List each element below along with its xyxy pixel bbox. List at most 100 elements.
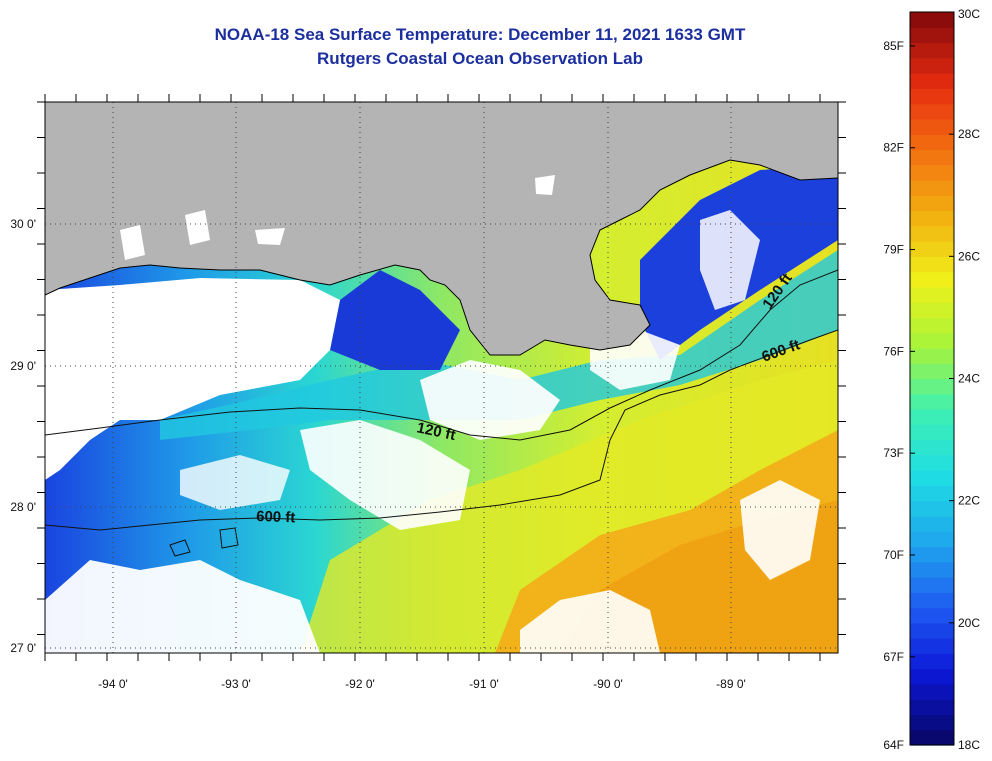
colorbar-swatch (910, 332, 954, 349)
colorbar-swatch (910, 607, 954, 624)
colorbar-swatch (910, 561, 954, 578)
lon-tick-label: -89 0' (716, 677, 746, 691)
colorbar-swatch (910, 363, 954, 380)
colorbar-swatch (910, 638, 954, 654)
colorbar-c-label: 30C (958, 7, 980, 21)
lat-tick-label: 30 0' (10, 217, 36, 231)
colorbar-swatch (910, 118, 954, 135)
colorbar-swatch (910, 42, 954, 59)
colorbar-swatch (910, 699, 954, 716)
colorbar-swatch (910, 317, 954, 334)
colorbar-swatch (910, 149, 954, 166)
lat-tick-label: 27 0' (10, 641, 36, 655)
lon-tick-label: -93 0' (221, 677, 251, 691)
lon-tick-label: -91 0' (469, 677, 499, 691)
cloud-central (300, 420, 470, 530)
colorbar-swatch (910, 668, 954, 685)
colorbar-swatch (910, 409, 954, 425)
seamount-loop (169, 539, 191, 557)
colorbar-swatch (910, 714, 954, 731)
cloud-over-land-1 (185, 210, 210, 245)
colorbar-swatch (910, 653, 954, 670)
cloud-patch-f (180, 455, 290, 510)
colorbar-swatch (910, 393, 954, 410)
colorbar-f-label: 85F (883, 39, 904, 53)
colorbar-swatch (910, 500, 954, 517)
cold-coastal-water (330, 270, 460, 370)
cool-nearshore-band (160, 250, 838, 440)
colorbar-swatch (910, 454, 954, 471)
colorbar-swatch (910, 88, 954, 105)
colorbar-f-label: 73F (883, 446, 904, 460)
map-subtitle: Rutgers Coastal Ocean Observation Lab (317, 49, 643, 68)
colorbar-swatch (910, 179, 954, 196)
colorbar-swatch (910, 225, 954, 242)
cloud-over-land-3 (120, 225, 145, 260)
lon-tick-label: -94 0' (98, 677, 128, 691)
colorbar-c-label: 26C (958, 249, 980, 263)
map-title: NOAA-18 Sea Surface Temperature: Decembe… (214, 25, 746, 44)
cloud-patch-c (700, 210, 760, 310)
colorbar-f-label: 67F (883, 650, 904, 664)
cloud-patch-e (740, 480, 820, 580)
colorbar-f-label: 64F (883, 738, 904, 752)
colorbar-f-label: 82F (883, 141, 904, 155)
cloud-over-land-2 (255, 228, 285, 245)
colorbar-swatch (910, 470, 954, 486)
colorbar-swatch (910, 683, 954, 700)
land-louisiana-coast (45, 102, 838, 355)
colorbar-swatch (910, 439, 954, 456)
lat-axis-labels: 30 0' 29 0' 28 0' 27 0' (10, 217, 36, 655)
colorbar: 85F 82F 79F 76F 73F 70F 67F 64F 30C 28C 26C 24C 22C… (883, 7, 980, 752)
frame-ticks (37, 94, 846, 661)
contour-600ft (45, 329, 838, 531)
colorbar-swatch (910, 485, 954, 502)
cloud-patch-d (520, 590, 660, 653)
colorbar-swatch (910, 622, 954, 639)
colorbar-swatch (910, 241, 954, 257)
lat-tick-label: 28 0' (10, 500, 36, 514)
colorbar-swatch (910, 134, 954, 151)
colorbar-fahrenheit-labels: 85F 82F 79F 76F 73F 70F 67F 64F (883, 39, 915, 752)
coastline (45, 159, 838, 356)
cloud-over-land-4 (535, 175, 555, 195)
colorbar-swatch (910, 286, 954, 303)
colorbar-swatch (910, 729, 954, 746)
lon-tick-label: -90 0' (593, 677, 623, 691)
colorbar-c-label: 22C (958, 494, 980, 508)
colorbar-c-label: 18C (958, 738, 980, 752)
colorbar-f-label: 76F (883, 344, 904, 358)
colorbar-f-label: 70F (883, 548, 904, 562)
contour-120ft (45, 269, 838, 441)
colorbar-swatch (910, 195, 954, 212)
cloud-west (45, 278, 340, 480)
colorbar-swatch (910, 531, 954, 548)
colorbar-swatch (910, 577, 954, 593)
colorbar-swatch (910, 164, 954, 181)
colorbar-swatch (910, 515, 954, 532)
colorbar-swatch (910, 424, 954, 441)
graticule (45, 102, 838, 653)
colorbar-swatches (910, 12, 954, 746)
colorbar-swatch (910, 57, 954, 74)
colorbar-swatch (910, 12, 954, 28)
lon-tick-label: -92 0' (345, 677, 375, 691)
colorbar-swatch (910, 210, 954, 227)
colorbar-swatch (910, 271, 954, 288)
colorbar-swatch (910, 378, 954, 395)
seamount-loop-2 (219, 527, 239, 549)
mid-shelf-yellow (300, 360, 838, 653)
cloud-southwest (45, 560, 320, 653)
colorbar-swatch (910, 73, 954, 89)
cloud-patch-a (420, 360, 560, 440)
lat-tick-label: 29 0' (10, 359, 36, 373)
colorbar-swatch (910, 27, 954, 44)
colorbar-swatch (910, 103, 954, 120)
map-frame (44, 101, 839, 654)
colorbar-swatch (910, 256, 954, 273)
colorbar-swatch (910, 347, 954, 364)
colorbar-c-label: 24C (958, 372, 980, 386)
colorbar-swatch (910, 302, 954, 319)
lon-axis-labels: -94 0' -93 0' -92 0' -91 0' -90 0' -89 0… (98, 677, 746, 691)
